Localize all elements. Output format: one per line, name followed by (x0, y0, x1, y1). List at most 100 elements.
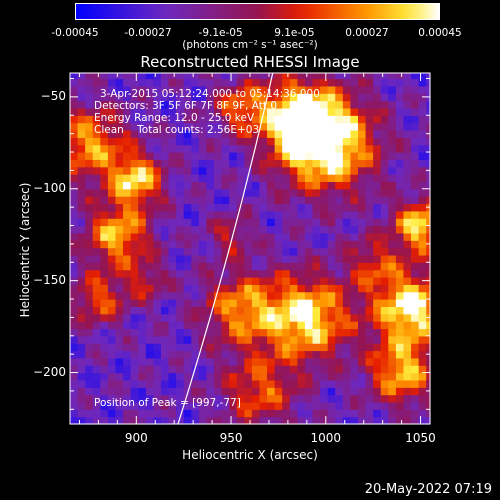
heatmap-cell (342, 188, 352, 197)
heatmap-cell (350, 73, 359, 80)
heatmap-cell (168, 73, 177, 80)
heatmap-cell (115, 416, 124, 425)
heatmap-cell (153, 107, 162, 116)
heatmap-cell (259, 181, 268, 190)
heatmap-cell (358, 188, 367, 197)
heatmap-cell (168, 174, 177, 183)
heatmap-cell (418, 181, 427, 190)
heatmap-cell (130, 416, 139, 425)
heatmap-cell (138, 372, 147, 381)
heatmap-cell (320, 343, 329, 352)
heatmap-cell (373, 129, 382, 138)
heatmap-cell (168, 181, 177, 190)
heatmap-cell (289, 152, 298, 160)
heatmap-cell (183, 269, 192, 278)
heatmap-cell (198, 166, 208, 175)
heatmap-cell (403, 401, 412, 410)
heatmap-cell (373, 269, 382, 278)
heatmap-cell (259, 73, 268, 80)
heatmap-cell (191, 306, 200, 315)
heatmap-cell (327, 85, 336, 94)
heatmap-cell (358, 196, 367, 205)
heatmap-cell (92, 335, 101, 344)
heatmap-cell (274, 166, 283, 175)
heatmap-cell (282, 85, 291, 94)
heatmap-cell (373, 313, 382, 322)
heatmap-cell (145, 416, 154, 425)
heatmap-cell (395, 232, 405, 241)
heatmap-cell (107, 100, 117, 109)
heatmap-cell (304, 379, 314, 388)
heatmap-cell (342, 269, 352, 278)
heatmap-cell (107, 306, 117, 315)
heatmap-cell (70, 416, 79, 425)
heatmap-cell (107, 174, 117, 183)
heatmap-cell (395, 115, 405, 124)
heatmap-cell (92, 254, 101, 263)
heatmap-cell (289, 276, 298, 285)
heatmap-cell (70, 144, 79, 153)
heatmap-cell (244, 416, 253, 425)
heatmap-cell (160, 144, 170, 153)
heatmap-cell (160, 343, 170, 352)
heatmap-cell (85, 306, 94, 315)
heatmap-cell (123, 387, 132, 396)
heatmap-cell (160, 416, 170, 425)
heatmap-cell (153, 262, 162, 271)
heatmap-cell (395, 159, 405, 168)
heatmap-cell (358, 291, 367, 300)
heatmap-cell (138, 269, 147, 278)
heatmap-cell (70, 78, 79, 87)
heatmap-cell (297, 181, 306, 190)
heatmap-cell (259, 166, 268, 175)
heatmap-cell (373, 247, 382, 256)
heatmap-cell (92, 306, 101, 315)
heatmap-cell (70, 73, 79, 80)
heatmap-cell (153, 144, 162, 153)
heatmap-cell (183, 73, 192, 80)
colorbar-tick-label: 9.1e-05 (274, 27, 315, 39)
heatmap-cell (342, 210, 352, 219)
heatmap-cell (350, 387, 359, 396)
heatmap-cell (358, 232, 367, 241)
heatmap-cell (282, 416, 291, 425)
heatmap-cell (350, 100, 359, 109)
heatmap-cell (138, 115, 147, 124)
heatmap-cell (335, 291, 344, 300)
heatmap-cell (274, 313, 283, 322)
heatmap-cell (85, 240, 94, 249)
heatmap-cell (198, 372, 208, 381)
heatmap-cell (350, 188, 359, 197)
heatmap-cell (373, 328, 382, 337)
heatmap-cell (168, 152, 177, 160)
heatmap-cell (312, 196, 321, 205)
heatmap-cell (380, 152, 389, 160)
heatmap-cell (206, 276, 215, 285)
heatmap-cell (365, 328, 374, 337)
heatmap-cell (418, 137, 427, 146)
heatmap-cell (153, 321, 162, 330)
heatmap-cell (206, 196, 215, 205)
heatmap-cell (123, 107, 132, 116)
heatmap-cell (77, 299, 86, 307)
heatmap-cell (176, 203, 185, 212)
heatmap-cell (358, 203, 367, 212)
heatmap-cell (191, 247, 200, 256)
heatmap-cell (350, 284, 359, 293)
heatmap-cell (236, 394, 245, 403)
heatmap-cell (77, 225, 86, 234)
heatmap-cell (320, 218, 329, 227)
heatmap-cell (418, 313, 427, 322)
heatmap-cell (198, 225, 208, 234)
heatmap-cell (206, 409, 215, 418)
heatmap-cell (160, 218, 170, 227)
heatmap-cell (289, 115, 298, 124)
heatmap-cell (168, 335, 177, 344)
heatmap-cell (342, 365, 352, 374)
heatmap-cell (297, 166, 306, 175)
heatmap-cell (138, 299, 147, 307)
heatmap-cell (365, 306, 374, 315)
heatmap-cell (274, 225, 283, 234)
heatmap-cell (130, 85, 139, 94)
heatmap-cell (320, 299, 329, 307)
